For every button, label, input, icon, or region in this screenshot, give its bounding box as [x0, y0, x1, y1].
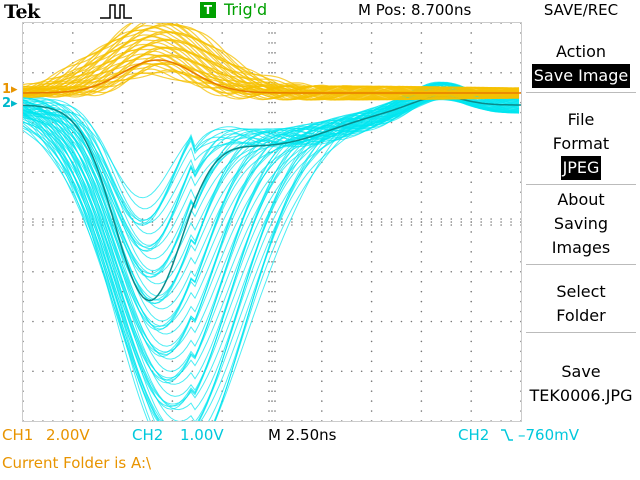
ch1-marker[interactable]: 1▸: [2, 82, 18, 97]
ch2-trace: [22, 82, 520, 327]
about-label-1: About: [557, 190, 605, 209]
falling-edge-icon: [501, 429, 513, 441]
trigger-status: Trig'd: [224, 0, 268, 19]
ch1-waveform: [22, 15, 521, 101]
ch1-label[interactable]: CH1: [2, 426, 34, 444]
file-format-label-1: File: [567, 110, 595, 129]
ch2-label[interactable]: CH2: [132, 426, 164, 444]
m-pos-readout: M Pos: 8.700ns: [358, 1, 472, 19]
ch1-trace: [22, 54, 520, 97]
current-folder: Current Folder is A:\: [2, 454, 152, 472]
ch2-trace: [22, 81, 520, 411]
ch1-scale: 2.00V: [46, 426, 90, 444]
menu-title: SAVE/REC: [543, 1, 619, 19]
save-label: Save: [561, 362, 601, 381]
about-saving-images-button[interactable]: About Saving Images: [526, 188, 636, 265]
trigger-level: –760mV: [518, 426, 580, 444]
file-format-value: JPEG: [560, 156, 602, 180]
ch2-scale: 1.00V: [180, 426, 224, 444]
action-value: Save Image: [531, 64, 631, 88]
ch1-trace: [22, 15, 520, 97]
file-format-button[interactable]: File Format JPEG: [526, 108, 636, 185]
file-format-label-2: Format: [552, 134, 610, 153]
save-filename: TEK0006.JPG: [529, 386, 633, 405]
waveform-graph: [22, 15, 522, 463]
ch2-marker[interactable]: 2▸: [2, 96, 18, 111]
waveform-display[interactable]: [22, 15, 522, 463]
ch2-trace: [22, 81, 520, 453]
trigger-status-icon: T: [200, 2, 216, 18]
timebase: M 2.50ns: [268, 426, 337, 444]
brand-logo: Tek: [4, 1, 40, 23]
action-button[interactable]: Action Save Image: [526, 40, 636, 93]
action-label: Action: [555, 42, 607, 61]
side-menu: SAVE/REC Action Save Image File Format J…: [522, 0, 640, 420]
ch2-trace: [22, 83, 520, 353]
select-folder-button[interactable]: Select Folder: [526, 280, 636, 333]
select-folder-label-1: Select: [556, 282, 606, 301]
select-folder-label-2: Folder: [556, 306, 606, 325]
save-button[interactable]: Save TEK0006.JPG: [526, 360, 636, 410]
pulse-icon: [100, 4, 132, 19]
top-bar: Tek T Trig'd M Pos: 8.700ns: [0, 0, 520, 23]
ch1-trace: [22, 16, 520, 96]
about-label-2: Saving: [553, 214, 609, 233]
ch2-waveform: [22, 81, 521, 463]
status-bar: CH1 2.00V CH2 1.00V M 2.50ns CH2 –760mV …: [0, 422, 640, 480]
ch1-trace: [22, 20, 520, 101]
ch2-trace: [22, 83, 520, 222]
about-label-3: Images: [551, 238, 611, 257]
ch1-average-trace: [23, 59, 521, 94]
ch1-trace: [22, 18, 520, 101]
trigger-source: CH2: [458, 426, 490, 444]
